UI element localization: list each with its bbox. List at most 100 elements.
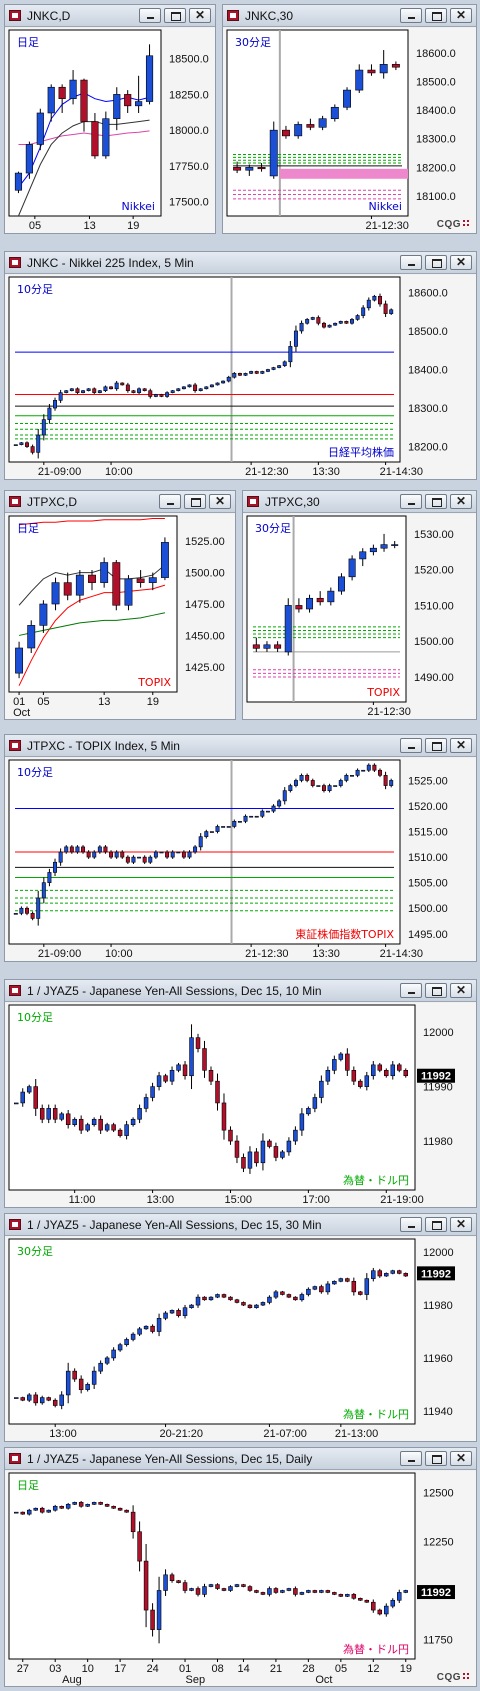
plot-area[interactable] <box>8 29 162 217</box>
window-titlebar[interactable]: JNKC - Nikkei 225 Index, 5 Min ✕ <box>5 252 476 274</box>
chart-jyaz5-10min[interactable]: 12000 11990 11980 11992 11:00 13:00 15:00 17:00… <box>5 1003 476 1208</box>
maximize-button[interactable] <box>425 8 447 23</box>
window-titlebar[interactable]: JTPXC,30 ✕ <box>243 491 476 513</box>
candle <box>69 70 77 105</box>
candle <box>209 384 214 388</box>
candle <box>364 1071 370 1091</box>
minimize-button[interactable] <box>159 494 181 509</box>
plot-area[interactable] <box>8 276 401 463</box>
x-tick-label: 21-19:00 <box>380 1194 423 1206</box>
candle <box>124 90 132 113</box>
maximize-button[interactable] <box>164 8 186 23</box>
y-tick-label: 1450.00 <box>185 630 225 642</box>
candle <box>280 1150 285 1160</box>
chart-window-jnkc-daily[interactable]: JNKC,D ✕ 18500.0 18250.0 18000.0 17750.0 175… <box>4 4 216 234</box>
minimize-button[interactable] <box>400 1451 422 1466</box>
window-titlebar[interactable]: JNKC,D ✕ <box>5 5 215 27</box>
chart-jtpxc-30min[interactable]: 1530.00 1520.00 1510.00 1500.00 1490.00 21-12… <box>243 514 476 720</box>
candle <box>293 1296 298 1301</box>
close-button[interactable]: ✕ <box>450 1451 472 1466</box>
minimize-button[interactable] <box>400 494 422 509</box>
candle <box>293 778 298 788</box>
candle <box>39 1104 45 1124</box>
maximize-button[interactable] <box>425 1451 447 1466</box>
candle <box>81 390 86 394</box>
candle <box>47 868 52 887</box>
window-titlebar[interactable]: 1 / JYAZ5 - Japanese Yen-All Sessions, D… <box>5 1448 476 1470</box>
close-button[interactable]: ✕ <box>209 494 231 509</box>
plot-area[interactable] <box>8 1004 416 1191</box>
candle <box>19 906 24 916</box>
candle <box>150 1082 155 1102</box>
cqg-app-icon <box>9 10 21 21</box>
chart-window-jyaz5-10min[interactable]: 1 / JYAZ5 - Japanese Yen-All Sessions, D… <box>4 979 477 1208</box>
minimize-button[interactable] <box>400 738 422 753</box>
chart-jnkc-30min[interactable]: 18600.0 18500.0 18400.0 18300.0 18200.0 18100… <box>223 28 476 234</box>
timeframe-label: 10分足 <box>17 1011 53 1024</box>
window-titlebar[interactable]: JNKC,30 ✕ <box>223 5 476 27</box>
close-button[interactable]: ✕ <box>450 983 472 998</box>
close-button[interactable]: ✕ <box>450 8 472 23</box>
candle <box>243 372 248 376</box>
candle <box>338 1593 344 1598</box>
chart-jyaz5-30min[interactable]: 12000 11980 11960 11940 11992 13:00 20-21:20 21… <box>5 1237 476 1442</box>
candle <box>163 1569 168 1596</box>
candle <box>208 1296 214 1301</box>
minimize-button[interactable] <box>400 8 422 23</box>
maximize-button[interactable] <box>425 1217 447 1232</box>
window-titlebar[interactable]: 1 / JYAZ5 - Japanese Yen-All Sessions, D… <box>5 980 476 1002</box>
chart-window-jnkc-30min[interactable]: JNKC,30 ✕ 18600.0 18500.0 18400.0 18300.0 18… <box>222 4 477 234</box>
chart-jnkc-5min[interactable]: 18600.0 18500.0 18400.0 18300.0 18200.0 21-09… <box>5 275 476 480</box>
candle <box>137 1104 142 1124</box>
chart-window-jyaz5-daily[interactable]: 1 / JYAZ5 - Japanese Yen-All Sessions, D… <box>4 1447 477 1687</box>
maximize-button[interactable] <box>425 983 447 998</box>
candle <box>232 819 237 829</box>
candle <box>52 1504 58 1512</box>
timeframe-label: 30分足 <box>235 36 271 49</box>
plot-area[interactable] <box>246 515 407 703</box>
chart-jtpxc-daily[interactable]: 1525.00 1500.00 1475.00 1450.00 1425.00 01 05 1… <box>5 514 235 720</box>
candle <box>195 1033 201 1053</box>
chart-jnkc-daily[interactable]: 18500.0 18250.0 18000.0 17750.0 17500.0 05 13 1… <box>5 28 215 234</box>
maximize-button[interactable] <box>425 494 447 509</box>
timeframe-label: 日足 <box>17 36 39 49</box>
close-button[interactable]: ✕ <box>450 1217 472 1232</box>
candle <box>312 1589 318 1594</box>
minimize-button[interactable] <box>400 1217 422 1232</box>
close-button[interactable]: ✕ <box>450 255 472 270</box>
minimize-button[interactable] <box>400 983 422 998</box>
minimize-button[interactable] <box>400 255 422 270</box>
chart-jtpxc-5min[interactable]: 1525.00 1520.00 1515.00 1510.00 1505.00 1500.… <box>5 758 476 962</box>
window-titlebar[interactable]: 1 / JYAZ5 - Japanese Yen-All Sessions, D… <box>5 1214 476 1236</box>
candle <box>293 1126 298 1145</box>
candle <box>271 804 276 813</box>
chart-window-jtpxc-daily[interactable]: JTPXC,D ✕ 1525.00 1500.00 1475.00 1450.00 14… <box>4 490 236 720</box>
plot-area[interactable] <box>8 1472 416 1660</box>
candle <box>91 1117 97 1127</box>
chart-window-jyaz5-30min[interactable]: 1 / JYAZ5 - Japanese Yen-All Sessions, D… <box>4 1213 477 1442</box>
chart-jyaz5-daily[interactable]: 1250012250120001175011992270310172401081… <box>5 1471 476 1687</box>
close-button[interactable]: ✕ <box>450 494 472 509</box>
candle <box>109 850 114 859</box>
maximize-button[interactable] <box>425 738 447 753</box>
chart-window-jtpxc-5min[interactable]: JTPXC - TOPIX Index, 5 Min ✕ 1525.00 1520… <box>4 734 477 962</box>
candle <box>148 388 153 399</box>
close-button[interactable]: ✕ <box>450 738 472 753</box>
window-titlebar[interactable]: JTPXC,D ✕ <box>5 491 235 513</box>
close-button[interactable]: ✕ <box>189 8 211 23</box>
maximize-button[interactable] <box>184 494 206 509</box>
plot-area[interactable] <box>8 515 178 693</box>
candle <box>13 1397 19 1399</box>
window-titlebar[interactable]: JTPXC - TOPIX Index, 5 Min ✕ <box>5 735 476 757</box>
chart-window-jnkc-5min[interactable]: JNKC - Nikkei 225 Index, 5 Min ✕ 18600.0… <box>4 251 477 480</box>
candle <box>241 1153 246 1173</box>
minimize-button[interactable] <box>139 8 161 23</box>
plot-area[interactable] <box>8 1238 416 1425</box>
candle <box>338 778 343 788</box>
maximize-button[interactable] <box>425 255 447 270</box>
plot-area[interactable] <box>226 29 409 217</box>
candle <box>293 325 298 352</box>
chart-window-jtpxc-30min[interactable]: JTPXC,30 ✕ 1530.00 1520.00 1510.00 1500.00 1… <box>242 490 477 720</box>
candle <box>124 1509 129 1513</box>
window-title: JTPXC,30 <box>265 495 320 509</box>
